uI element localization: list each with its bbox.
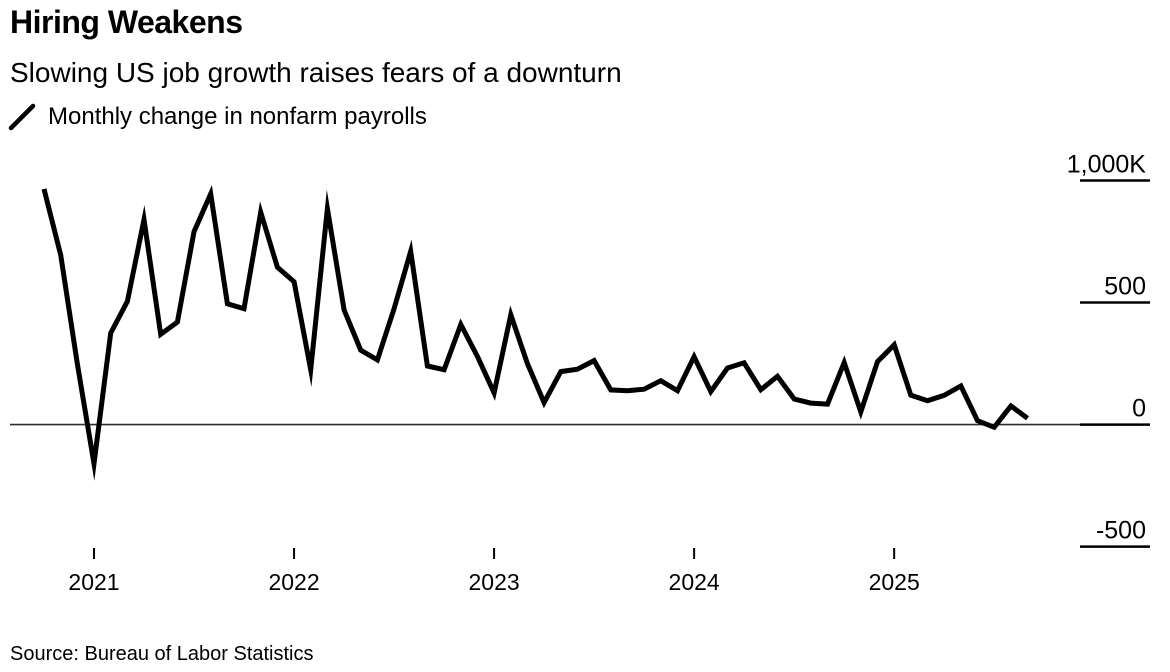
y-tick-label: -500: [1096, 517, 1146, 545]
y-tick-label: 0: [1132, 395, 1146, 423]
chart-legend: Monthly change in nonfarm payrolls: [8, 101, 427, 133]
page-title: Hiring Weakens: [10, 4, 243, 40]
x-tick-label: 2025: [869, 569, 920, 595]
line-series-icon: [8, 103, 36, 131]
y-tick-label: 500: [1104, 273, 1146, 301]
source-note: Source: Bureau of Labor Statistics: [10, 643, 314, 665]
x-tick-label: 2023: [469, 569, 520, 595]
x-tick-label: 2021: [68, 569, 119, 595]
y-tick-label: 1,000K: [1067, 151, 1147, 179]
x-tick-label: 2022: [268, 569, 319, 595]
chart-subtitle: Slowing US job growth raises fears of a …: [10, 57, 622, 88]
legend-series-label: Monthly change in nonfarm payrolls: [48, 103, 427, 130]
payrolls-series-line: [41, 185, 1029, 481]
x-tick-label: 2024: [669, 569, 720, 595]
